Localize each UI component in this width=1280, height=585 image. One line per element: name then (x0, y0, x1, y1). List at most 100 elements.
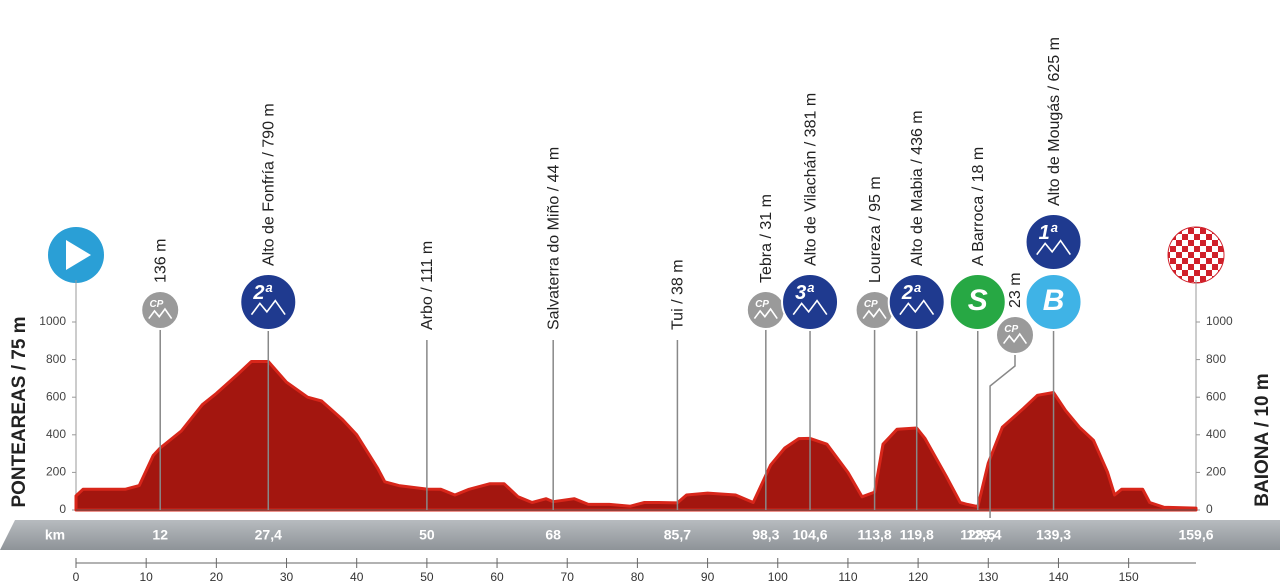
badge: 1ª (1024, 213, 1083, 271)
y-tick-label: 200 (46, 465, 66, 479)
x-tick-label: 120 (908, 570, 928, 584)
waypoint-name: Loureza / 95 m (867, 176, 884, 283)
badge-text: 2ª (901, 282, 921, 304)
badge-mountain (792, 299, 828, 316)
waypoint-name: Arbo / 111 m (419, 241, 436, 330)
y-tick-label: 800 (1206, 352, 1226, 366)
y-tick-label: 1000 (1206, 314, 1233, 328)
km-value: 50 (419, 527, 435, 543)
waypoint-name: A Barroca / 18 m (970, 147, 987, 266)
badge: 3ª (781, 273, 840, 331)
waypoint-name: Alto de Mabia / 436 m (909, 110, 926, 266)
badge-circle (854, 290, 895, 330)
badge-mountain (899, 299, 935, 316)
km-label: km (45, 527, 65, 543)
y-tick-label: 800 (46, 352, 66, 366)
km-value: 104,6 (793, 527, 828, 543)
x-tick-label: 90 (701, 570, 715, 584)
km-value: 12 (152, 527, 168, 543)
km-value: 85,7 (664, 527, 691, 543)
x-tick-label: 110 (838, 570, 857, 584)
badge-circle (239, 273, 298, 331)
x-tick-label: 70 (561, 570, 575, 584)
km-bar (0, 520, 1280, 550)
x-tick-label: 140 (1048, 570, 1068, 584)
badge-text: 3ª (795, 282, 814, 304)
badge-circle (745, 290, 786, 330)
km-value: 68 (545, 527, 561, 543)
badge: 2ª (887, 273, 946, 331)
finish-icon (1167, 226, 1225, 284)
waypoint-name: 23 m (1007, 272, 1024, 308)
x-tick-label: 10 (139, 570, 153, 584)
x-tick-label: 40 (350, 570, 364, 584)
y-tick-label: 600 (46, 389, 66, 403)
badge: 2ª (239, 273, 298, 331)
y-tick-label: 600 (1206, 389, 1226, 403)
km-value: 129,4 (967, 527, 1002, 543)
badge-mountain (148, 307, 173, 320)
badge-text: CP (755, 299, 769, 310)
badge: S (948, 273, 1007, 331)
badge-mountain (250, 299, 286, 316)
badge-mountain (753, 307, 778, 320)
badge-text: B (1043, 284, 1065, 317)
badge-circle (887, 273, 946, 331)
x-tick-label: 20 (210, 570, 224, 584)
finish-label: BAIONA / 10 m (1252, 373, 1273, 506)
x-tick-label: 150 (1119, 570, 1139, 584)
x-tick-label: 0 (73, 570, 80, 584)
waypoint-name: Tui / 38 m (670, 259, 687, 330)
y-tick-label: 0 (1206, 502, 1213, 516)
start-icon (48, 227, 104, 283)
km-value: 27,4 (255, 527, 282, 543)
badge: CP (854, 290, 895, 330)
badge: CP (995, 315, 1035, 355)
badge: B (1024, 273, 1083, 331)
waypoint-name: Tebra / 31 m (758, 194, 775, 283)
badge-circle (995, 315, 1035, 355)
y-tick-label: 400 (1206, 427, 1226, 441)
km-value: 98,3 (752, 527, 779, 543)
badge-circle (781, 273, 840, 331)
elevation-area (74, 360, 1198, 512)
km-value: 159,6 (1178, 527, 1213, 543)
badge-text: CP (1004, 324, 1018, 335)
x-tick-label: 60 (490, 570, 504, 584)
y-tick-label: 1000 (39, 314, 66, 328)
start-label: PONTEAREAS / 75 m (9, 316, 30, 507)
badge-mountain (1002, 332, 1028, 345)
km-value: 119,8 (900, 527, 934, 543)
badge-circle (140, 290, 181, 330)
y-tick-label: 200 (1206, 465, 1226, 479)
y-tick-label: 400 (46, 427, 66, 441)
km-value: 113,8 (857, 527, 891, 543)
waypoint-name: 136 m (152, 239, 169, 283)
badge-circle (948, 273, 1007, 331)
badge-text: CP (864, 299, 878, 310)
km-value: 139,3 (1036, 527, 1071, 543)
badge-mountain (1036, 239, 1071, 256)
waypoint-line (989, 354, 1016, 518)
badge-circle (1024, 273, 1083, 331)
waypoint-name: Alto de Mougás / 625 m (1046, 37, 1063, 206)
waypoint-name: Salvaterra do Miño / 44 m (545, 147, 562, 330)
badge-text: S (968, 284, 988, 317)
waypoint-name: Alto de Fonfría / 790 m (260, 103, 277, 266)
km-value: 128,5 (960, 527, 995, 543)
x-tick-label: 30 (280, 570, 294, 584)
x-tick-label: 130 (978, 570, 998, 584)
y-tick-label: 0 (59, 502, 66, 516)
badge: CP (745, 290, 786, 330)
badge-text: CP (149, 299, 163, 310)
badge-mountain (862, 307, 887, 320)
x-tick-label: 100 (768, 570, 788, 584)
x-tick-label: 80 (631, 570, 645, 584)
badge-text: 2ª (252, 282, 272, 304)
badge-text: 1ª (1039, 222, 1058, 244)
waypoint-name: Alto de Vilachán / 381 m (802, 93, 819, 266)
badge-circle (1024, 213, 1083, 271)
x-tick-label: 50 (420, 570, 434, 584)
badge: CP (140, 290, 181, 330)
